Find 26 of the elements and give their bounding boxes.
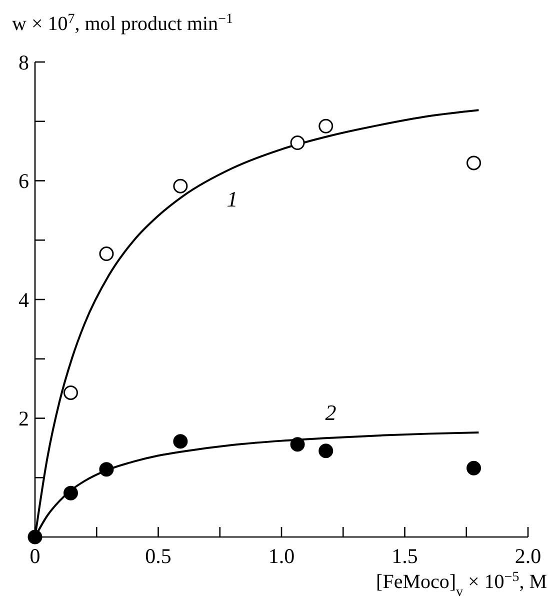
point [466,460,482,476]
point [63,486,78,500]
point [173,434,188,449]
point [28,530,42,544]
point [318,444,334,458]
x-tick-label: 1.0 [268,544,295,568]
y-tick-label: 6 [18,169,29,194]
point [290,136,305,150]
point [318,118,334,134]
point [63,385,78,400]
x-tick-label: 0.5 [145,544,172,568]
series-label: 1 [226,186,238,212]
series-label: 2 [325,400,336,425]
y-tick-label: 4 [18,288,30,312]
x-axis-title: [FeMoco]$_{v}$ × 10$^{−5}$, M [376,570,548,597]
y-tick-label: 8 [18,50,29,74]
point [466,156,482,170]
x-tick-label: 0 [30,544,40,568]
point [99,462,114,477]
point [290,437,305,452]
x-tick-label: 2.0 [514,544,542,568]
x-tick-label: 1.5 [392,544,418,568]
point [173,178,188,194]
y-axis-title: w × 10$^{7}$, mol product min$^{−1}$ [12,12,233,35]
point [99,246,114,262]
y-tick-label: 2 [18,406,29,431]
